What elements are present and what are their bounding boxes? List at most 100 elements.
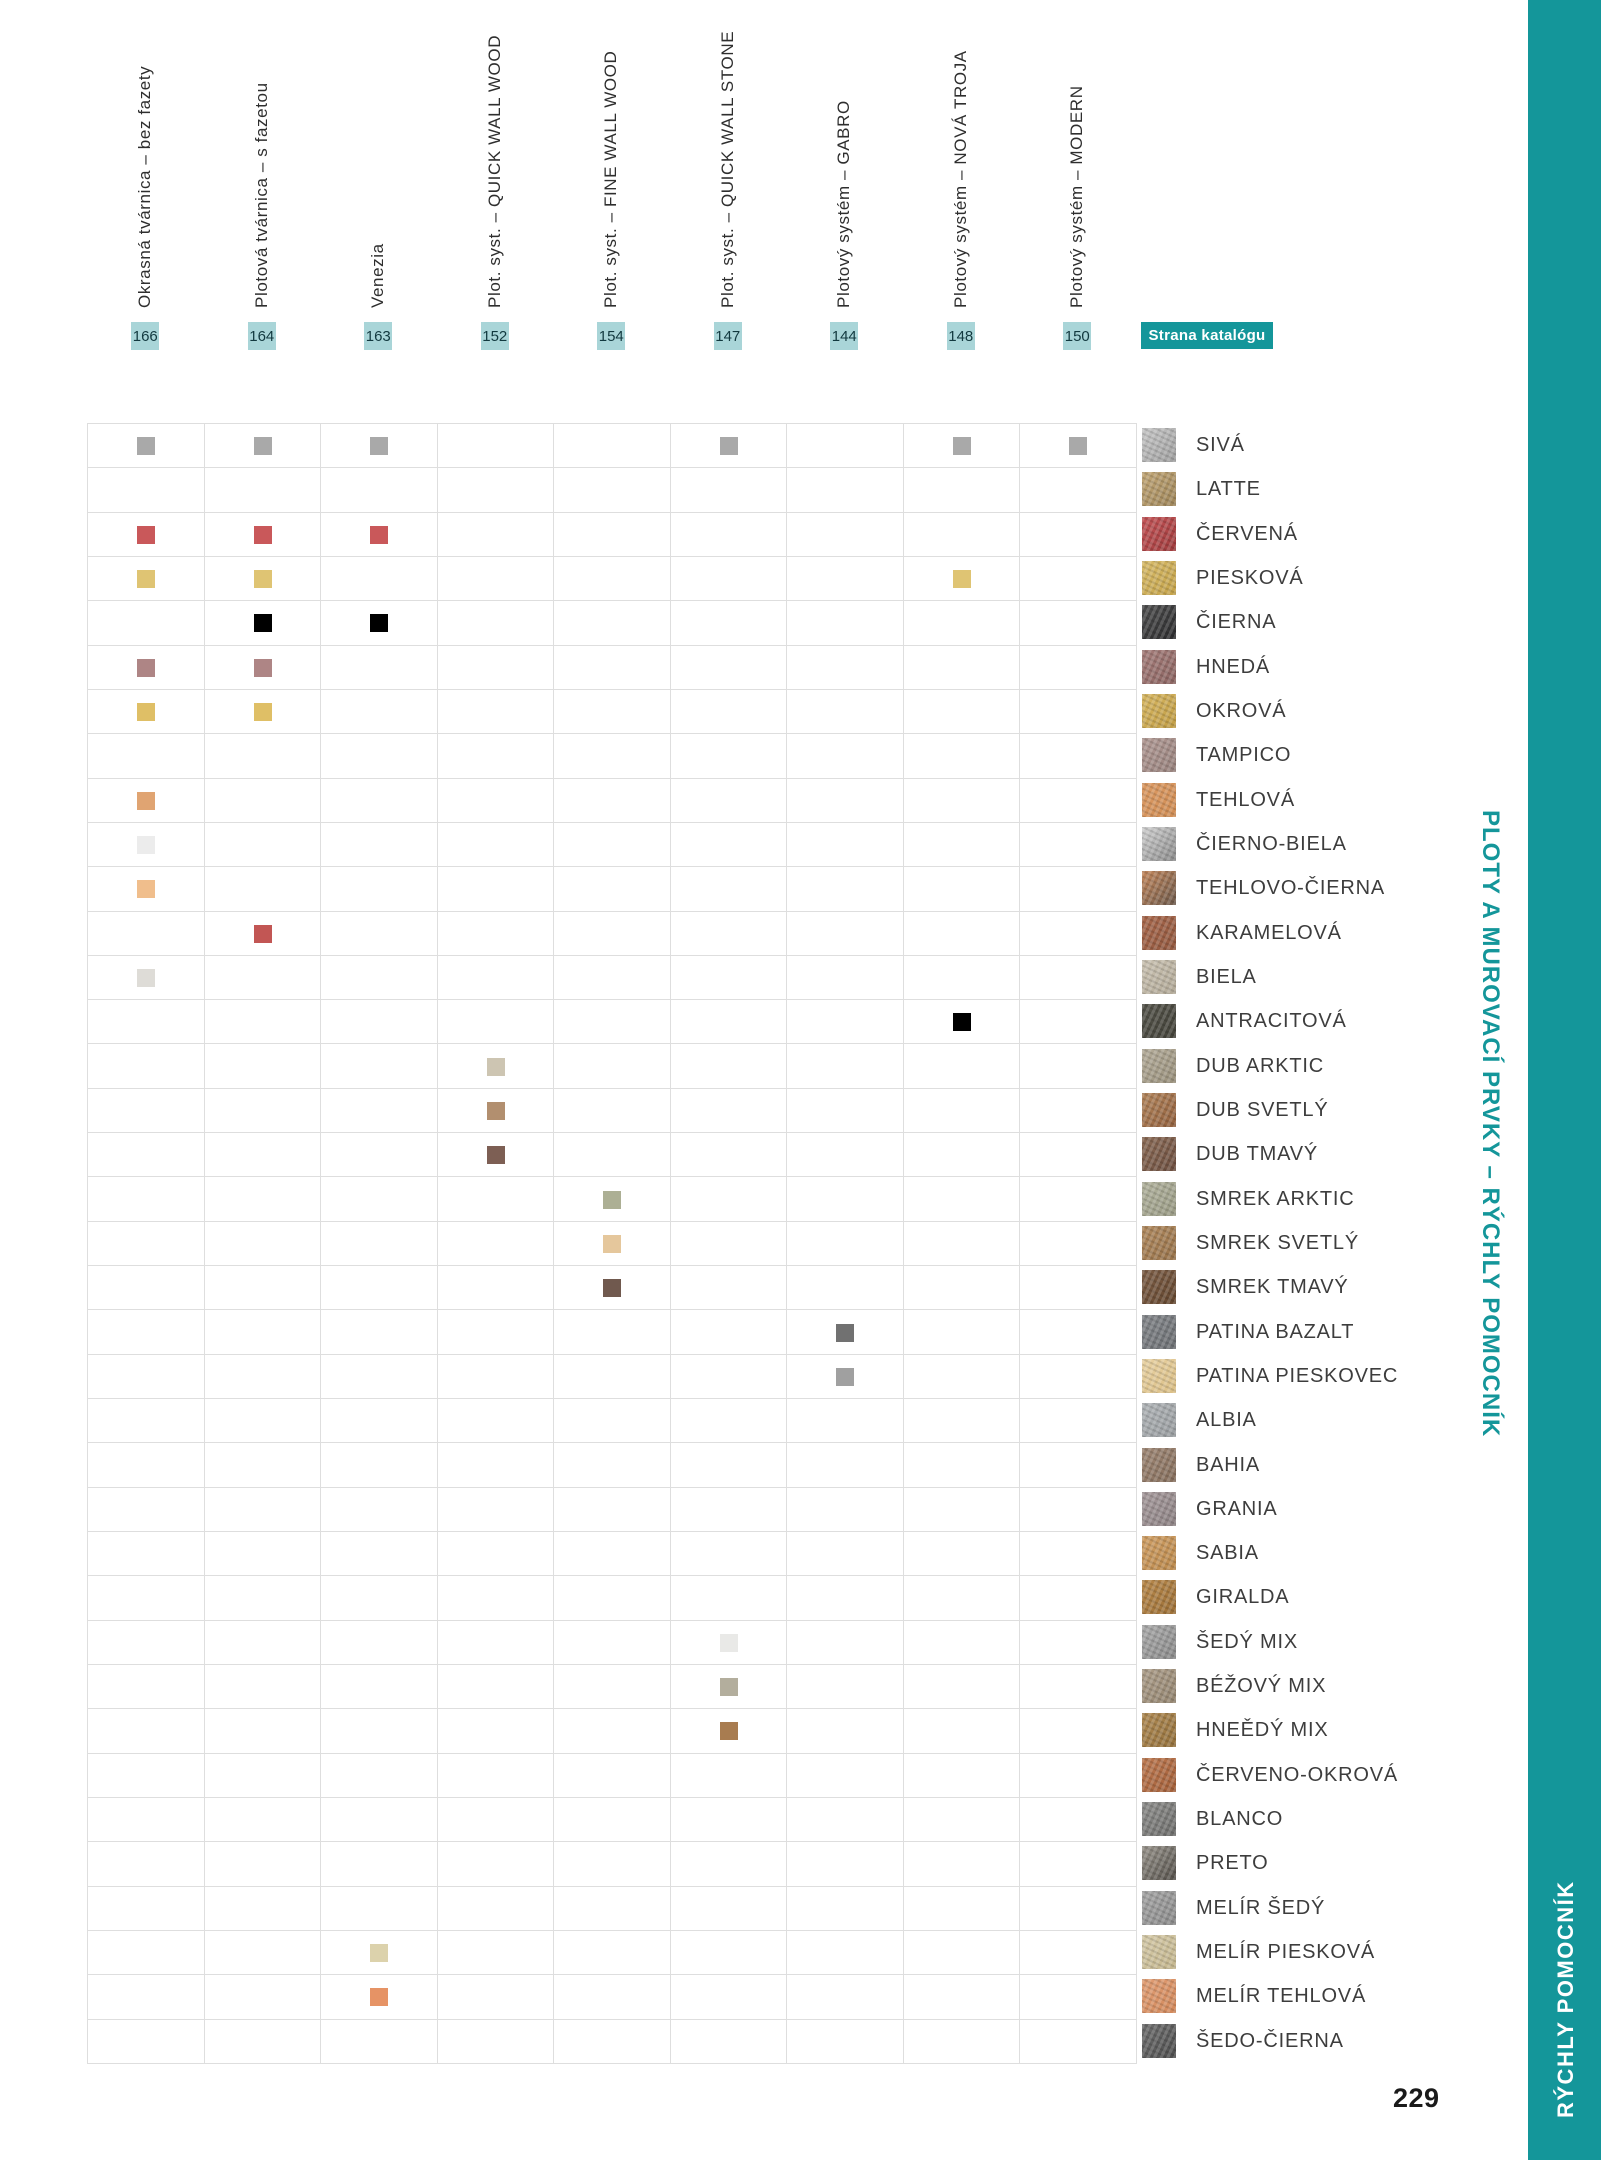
column-header-label: Plot. syst. – FINE WALL WOOD — [601, 50, 621, 308]
color-label: ČIERNO-BIELA — [1196, 833, 1347, 856]
grid-cell — [321, 1000, 438, 1045]
color-swatch — [1142, 472, 1176, 507]
column-page-badge[interactable]: 154 — [597, 322, 626, 350]
color-swatch — [1142, 1669, 1176, 1704]
color-label: PATINA BAZALT — [1196, 1320, 1355, 1343]
grid-cell — [670, 1266, 787, 1311]
grid-cell — [88, 1709, 205, 1754]
column-page-badge[interactable]: 164 — [247, 322, 276, 350]
column-page-badge[interactable]: 144 — [830, 322, 859, 350]
grid-cell — [88, 734, 205, 779]
grid-cell — [437, 1842, 554, 1887]
grid-cell — [787, 689, 904, 735]
availability-marker — [137, 437, 156, 456]
grid-cell — [437, 468, 554, 513]
grid-cell — [1020, 1354, 1137, 1400]
grid-cell — [903, 1797, 1020, 1843]
color-label: DUB TMAVÝ — [1196, 1143, 1319, 1166]
grid-cell — [204, 1443, 321, 1488]
grid-cell — [204, 1177, 321, 1222]
column-page-badge[interactable]: 148 — [946, 322, 975, 350]
color-label: GRANIA — [1196, 1497, 1278, 1520]
column-header-label: Plotový systém – MODERN — [1067, 85, 1087, 308]
availability-marker — [253, 658, 272, 677]
availability-marker — [253, 924, 272, 943]
grid-cell — [204, 1797, 321, 1843]
grid-cell — [903, 1088, 1020, 1134]
grid-cell — [437, 822, 554, 868]
grid-cell — [903, 1842, 1020, 1887]
grid-cell — [1020, 1797, 1137, 1843]
column-page-badge[interactable]: 166 — [131, 322, 160, 350]
availability-marker — [952, 1013, 971, 1032]
grid-cell — [787, 1886, 904, 1931]
grid-cell — [903, 1399, 1020, 1444]
grid-cell — [670, 1044, 787, 1089]
grid-cell — [1020, 1044, 1137, 1089]
column-header-label: Okrasná tvárnica – bez fazety — [135, 65, 155, 308]
grid-cell — [903, 468, 1020, 513]
grid-cell — [787, 955, 904, 1001]
grid-cell — [321, 1709, 438, 1754]
grid-cell — [554, 778, 671, 823]
grid-cell — [204, 1886, 321, 1931]
availability-marker — [603, 1190, 622, 1209]
color-label: DUB ARKTIC — [1196, 1054, 1325, 1077]
availability-marker — [137, 969, 156, 987]
availability-marker — [370, 437, 389, 456]
grid-cell — [670, 1576, 787, 1621]
grid-cell — [437, 1310, 554, 1355]
grid-cell — [437, 911, 554, 956]
column-header-label: Plot. syst. – QUICK WALL WOOD — [484, 34, 504, 308]
grid-cell — [437, 2019, 554, 2064]
color-swatch — [1142, 1935, 1176, 1970]
grid-cell — [554, 1487, 671, 1532]
color-swatch — [1142, 1846, 1176, 1881]
availability-marker — [952, 437, 971, 456]
grid-cell — [787, 1709, 904, 1754]
grid-cell — [670, 468, 787, 513]
grid-cell — [88, 1088, 205, 1134]
availability-marker — [836, 1367, 855, 1386]
grid-cell — [903, 1709, 1020, 1754]
grid-cell — [787, 1664, 904, 1710]
catalog-page-button[interactable]: Strana katalógu — [1141, 322, 1273, 349]
grid-cell — [88, 1886, 205, 1931]
grid-cell — [670, 556, 787, 602]
grid-cell — [437, 1532, 554, 1577]
column-page-badge[interactable]: 150 — [1063, 322, 1092, 350]
color-swatch — [1142, 1624, 1176, 1659]
grid-cell — [670, 1399, 787, 1444]
availability-marker — [719, 1678, 738, 1697]
color-swatch — [1142, 738, 1176, 773]
grid-cell — [88, 1576, 205, 1621]
grid-cell — [1020, 1266, 1137, 1311]
grid-cell — [787, 1753, 904, 1798]
color-label: LATTE — [1196, 478, 1261, 501]
sidebar-vertical-label: RÝCHLY POMOCNÍK — [1553, 1880, 1578, 2118]
grid-cell — [88, 1930, 205, 1976]
grid-cell — [1020, 2019, 1137, 2064]
grid-cell — [437, 424, 554, 469]
grid-cell — [437, 1753, 554, 1798]
availability-marker — [253, 570, 272, 589]
color-label: DUB SVETLÝ — [1196, 1098, 1329, 1121]
grid-cell — [787, 1044, 904, 1089]
grid-cell — [204, 1576, 321, 1621]
color-swatch — [1142, 1048, 1176, 1083]
column-page-badge[interactable]: 147 — [713, 322, 742, 350]
grid-cell — [903, 1044, 1020, 1089]
column-page-badge[interactable]: 163 — [364, 322, 393, 350]
column-page-badge[interactable]: 152 — [480, 322, 509, 350]
grid-cell — [554, 1443, 671, 1488]
grid-cell — [670, 601, 787, 646]
grid-cell — [787, 778, 904, 823]
grid-cell — [1020, 1443, 1137, 1488]
color-label: PRETO — [1196, 1852, 1269, 1875]
grid-cell — [1020, 1532, 1137, 1577]
color-label: HNEĚDÝ MIX — [1196, 1719, 1329, 1742]
grid-cell — [88, 1399, 205, 1444]
color-swatch — [1142, 428, 1176, 463]
grid-cell — [321, 1177, 438, 1222]
